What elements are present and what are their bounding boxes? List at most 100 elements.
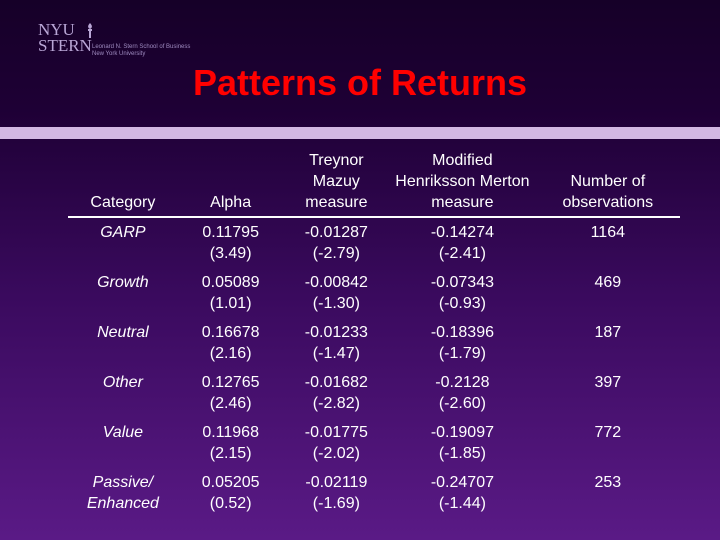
header-observations: Number of observations (535, 148, 680, 218)
cell-treynor-mazuy-tm: -0.01775 (304, 424, 368, 441)
cell-treynor-mazuy-tm: -0.01682 (304, 374, 368, 391)
cell-observations: 1164 (536, 217, 680, 268)
cell-category: Value (68, 418, 178, 468)
cell-category-category: Value (102, 424, 144, 441)
cell-henriksson-merton: -0.07343 (-0.93) (389, 268, 535, 318)
cell-category: Other (68, 368, 178, 418)
cell-henriksson-merton-hm-t: (-2.60) (438, 395, 486, 412)
cell-observations-n: 187 (594, 324, 622, 341)
cell-alpha-alpha-t: (0.52) (209, 495, 252, 512)
cell-henriksson-merton: -0.14274 (-2.41) (389, 217, 535, 268)
cell-category: Passive/ Enhanced (68, 468, 178, 518)
cell-henriksson-merton-hm: -0.07343 (430, 274, 494, 291)
cell-treynor-mazuy: -0.01775 (-2.02) (284, 418, 390, 468)
cell-alpha: 0.16678 (2.16) (178, 318, 284, 368)
logo-wordmark: NYU STERN (38, 20, 92, 55)
cell-alpha-alpha-t: (2.46) (209, 395, 252, 412)
logo-line-2: STERN (38, 36, 92, 55)
cell-observations: 772 (536, 418, 680, 468)
cell-treynor-mazuy-tm-t: (-2.02) (312, 445, 360, 462)
cell-category-category: Growth (97, 274, 149, 291)
cell-treynor-mazuy-tm: -0.01287 (304, 224, 368, 241)
cell-treynor-mazuy-tm-t: (-1.47) (312, 345, 360, 362)
cell-treynor-mazuy-tm: -0.00842 (304, 274, 368, 291)
cell-treynor-mazuy-tm-t: (-1.30) (312, 295, 360, 312)
cell-treynor-mazuy: -0.01233 (-1.47) (284, 318, 390, 368)
cell-treynor-mazuy-tm: -0.01233 (304, 324, 368, 341)
cell-alpha-alpha: 0.11968 (202, 424, 259, 441)
cell-treynor-mazuy-tm-t: (-1.69) (312, 495, 360, 512)
cell-treynor-mazuy: -0.01682 (-2.82) (284, 368, 390, 418)
table-row: Other 0.12765 (2.46) -0.01682 (-2.82) -0.2128… (68, 368, 680, 418)
table-header-row: Category Alpha Treynor Mazuy measure Mod… (68, 148, 680, 218)
cell-treynor-mazuy-tm: -0.02119 (305, 474, 368, 491)
cell-category-category: Passive/ Enhanced (86, 474, 159, 512)
cell-henriksson-merton-hm-t: (-1.79) (438, 345, 486, 362)
cell-alpha: 0.12765 (2.46) (178, 368, 284, 418)
cell-henriksson-merton-hm: -0.18396 (430, 324, 494, 341)
cell-observations: 187 (536, 318, 680, 368)
cell-treynor-mazuy-tm-t: (-2.82) (312, 395, 360, 412)
cell-category: Neutral (68, 318, 178, 368)
cell-observations-n: 253 (594, 474, 622, 491)
table-row: GARP 0.11795 (3.49) -0.01287 (-2.79) -0.14274… (68, 217, 680, 268)
header-henriksson-merton: Modified Henriksson Merton measure (389, 148, 536, 218)
cell-observations-n: 772 (594, 424, 622, 441)
cell-observations-n: 469 (594, 274, 622, 291)
cell-henriksson-merton-hm: -0.2128 (435, 374, 490, 391)
torch-icon (88, 23, 92, 38)
cell-alpha-alpha: 0.05205 (201, 474, 260, 491)
cell-henriksson-merton: -0.2128 (-2.60) (389, 368, 535, 418)
table-row: Value 0.11968 (2.15) -0.01775 (-2.02) -0.1909… (68, 418, 680, 468)
cell-alpha-alpha: 0.12765 (201, 374, 260, 391)
cell-observations-n: 1164 (590, 224, 625, 241)
cell-alpha-alpha-t: (3.49) (209, 245, 252, 262)
cell-henriksson-merton-hm-t: (-2.41) (438, 245, 486, 262)
cell-alpha: 0.05089 (1.01) (178, 268, 284, 318)
logo-school-name: Leonard N. Stern School of Business New … (92, 44, 190, 58)
cell-henriksson-merton: -0.24707 (-1.44) (389, 468, 535, 518)
cell-alpha: 0.05205 (0.52) (178, 468, 284, 518)
cell-observations: 397 (536, 368, 680, 418)
logo-line-1: NYU (38, 20, 75, 39)
cell-treynor-mazuy: -0.02119 (-1.69) (284, 468, 390, 518)
cell-alpha-alpha-t: (2.16) (209, 345, 252, 362)
returns-table: Category Alpha Treynor Mazuy measure Mod… (68, 148, 680, 518)
table-row: Growth 0.05089 (1.01) -0.00842 (-1.30) -0.073… (68, 268, 680, 318)
cell-alpha-alpha: 0.16678 (201, 324, 260, 341)
cell-category: Growth (68, 268, 178, 318)
cell-henriksson-merton-hm-t: (-0.93) (438, 295, 486, 312)
cell-henriksson-merton-hm: -0.14274 (430, 224, 494, 241)
table-row: Neutral 0.16678 (2.16) -0.01233 (-1.47) -0.18… (68, 318, 680, 368)
logo-school-line-1: Leonard N. Stern School of Business (92, 44, 191, 50)
header-treynor-mazuy: Treynor Mazuy measure (283, 148, 390, 218)
cell-treynor-mazuy: -0.01287 (-2.79) (284, 217, 390, 268)
cell-alpha-alpha: 0.05089 (201, 274, 260, 291)
cell-treynor-mazuy-tm-t: (-2.79) (312, 245, 360, 262)
table-row: Passive/ Enhanced 0.05205 (0.52) -0.02119 (-… (68, 468, 680, 518)
cell-henriksson-merton-hm: -0.19097 (430, 424, 494, 441)
cell-category-category: Neutral (97, 324, 149, 341)
cell-henriksson-merton: -0.18396 (-1.79) (389, 318, 535, 368)
cell-henriksson-merton-hm-t: (-1.44) (438, 495, 486, 512)
cell-alpha-alpha-t: (2.15) (209, 445, 252, 462)
cell-henriksson-merton-hm-t: (-1.85) (438, 445, 486, 462)
header-category: Category (68, 148, 178, 218)
cell-category-category: GARP (100, 224, 146, 241)
page-title: Patterns of Returns (192, 62, 528, 103)
cell-alpha-alpha: 0.11795 (202, 224, 259, 241)
cell-henriksson-merton-hm: -0.24707 (430, 474, 494, 491)
cell-alpha-alpha-t: (1.01) (209, 295, 252, 312)
cell-henriksson-merton: -0.19097 (-1.85) (389, 418, 535, 468)
cell-observations: 469 (536, 268, 680, 318)
cell-treynor-mazuy: -0.00842 (-1.30) (284, 268, 390, 318)
logo-school-line-2: New York University (92, 51, 146, 57)
nyu-stern-logo: NYU STERN Leonard N. Stern School of Bus… (38, 20, 218, 66)
divider-bar (0, 127, 720, 139)
cell-observations: 253 (536, 468, 680, 518)
cell-observations-n: 397 (594, 374, 622, 391)
cell-category-category: Other (102, 374, 143, 391)
header-alpha: Alpha (177, 148, 284, 218)
cell-category: GARP (68, 217, 178, 268)
cell-alpha: 0.11795 (3.49) (178, 217, 284, 268)
